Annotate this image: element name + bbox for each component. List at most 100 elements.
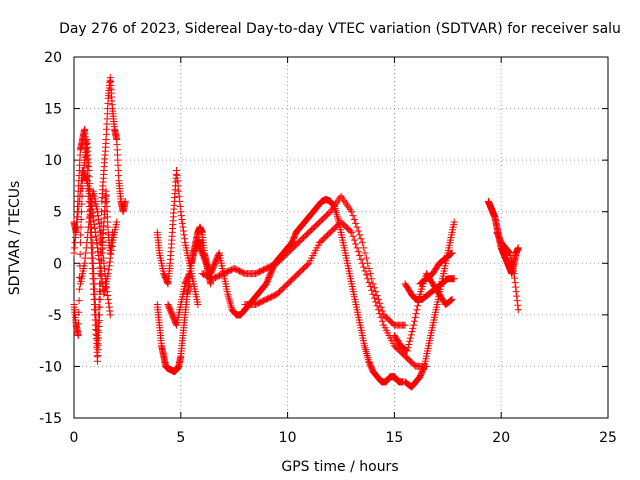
data-point: [226, 300, 234, 308]
data-point: [77, 231, 85, 239]
y-tick-label: -15: [39, 411, 62, 427]
data-point: [94, 248, 102, 256]
data-point: [97, 267, 105, 275]
data-point: [514, 301, 522, 309]
data-point: [85, 218, 93, 226]
data-point: [107, 246, 115, 254]
x-axis-label: GPS time / hours: [281, 459, 398, 475]
data-point: [353, 223, 361, 231]
data-point: [86, 210, 94, 218]
data-point: [100, 264, 108, 272]
data-point: [514, 244, 522, 252]
data-point: [100, 259, 108, 267]
data-point: [96, 263, 104, 271]
data-point: [181, 235, 189, 243]
data-point: [447, 296, 455, 304]
data-point: [72, 228, 80, 236]
data-point: [373, 302, 381, 310]
data-point: [448, 249, 456, 257]
data-point: [411, 313, 419, 321]
data-point: [105, 266, 113, 274]
data-point: [505, 248, 513, 256]
data-point: [420, 364, 428, 372]
data-point: [362, 271, 370, 279]
data-point: [177, 208, 185, 216]
data-point: [354, 248, 362, 256]
data-point: [224, 292, 232, 300]
x-tick-label: 10: [279, 430, 297, 446]
x-tick-label: 20: [492, 430, 510, 446]
data-point: [361, 267, 369, 275]
data-point: [377, 313, 385, 321]
data-point: [446, 250, 454, 258]
data-point: [71, 244, 79, 252]
axis-ticks: [73, 56, 609, 419]
data-point: [178, 219, 186, 227]
data-point: [101, 270, 109, 278]
data-point: [207, 280, 215, 288]
data-point: [74, 208, 82, 216]
data-point: [82, 175, 90, 183]
data-point: [415, 294, 423, 302]
data-point: [92, 232, 100, 240]
data-point: [74, 213, 82, 221]
data-point: [97, 231, 105, 239]
series-arc-early-4: [76, 187, 114, 319]
data-point: [366, 270, 374, 278]
data-point: [370, 294, 378, 302]
data-point: [99, 249, 107, 257]
data-point: [406, 334, 414, 342]
data-point: [368, 286, 376, 294]
data-point: [173, 172, 181, 180]
data-point: [104, 295, 112, 303]
data-point: [179, 223, 187, 231]
y-tick-label: -5: [48, 308, 62, 324]
series-arc-early-3: [70, 166, 121, 298]
data-point: [95, 215, 103, 223]
data-point: [346, 227, 354, 235]
data-point: [90, 217, 98, 225]
data-point: [304, 261, 312, 269]
data-point: [105, 303, 113, 311]
data-point: [185, 271, 193, 279]
data-point: [94, 212, 102, 220]
series-arc-20h: [484, 197, 522, 278]
y-tick-label: 5: [53, 205, 62, 221]
data-point: [74, 331, 82, 339]
data-point: [95, 255, 103, 263]
data-point: [360, 244, 368, 252]
data-point: [414, 302, 422, 310]
data-point: [89, 191, 97, 199]
series-arc-late-a: [401, 218, 458, 391]
data-point: [512, 283, 520, 291]
data-point: [81, 259, 89, 267]
data-point: [365, 264, 373, 272]
data-point: [72, 234, 80, 241]
y-tick-label: 10: [44, 153, 62, 169]
data-point: [358, 239, 366, 247]
data-point: [75, 197, 83, 205]
data-point: [413, 306, 421, 314]
data-point: [75, 320, 83, 328]
data-point: [105, 262, 113, 270]
y-tick-labels: -15 -10 -5 0 5 10 15 20: [39, 50, 62, 427]
data-point: [70, 249, 78, 257]
data-point: [88, 199, 96, 207]
data-point: [176, 203, 184, 211]
data-point: [98, 239, 106, 247]
data-point: [172, 320, 180, 328]
data-point: [105, 299, 113, 307]
data-point: [84, 228, 92, 236]
data-point: [82, 249, 90, 257]
data-point: [96, 303, 104, 311]
data-point: [357, 235, 365, 243]
data-point: [92, 236, 100, 244]
data-point: [174, 182, 182, 190]
data-point: [513, 292, 521, 300]
data-point: [106, 307, 114, 315]
data-point: [406, 337, 414, 345]
data-point: [511, 279, 519, 287]
data-point: [179, 227, 187, 235]
data-point: [349, 212, 357, 220]
